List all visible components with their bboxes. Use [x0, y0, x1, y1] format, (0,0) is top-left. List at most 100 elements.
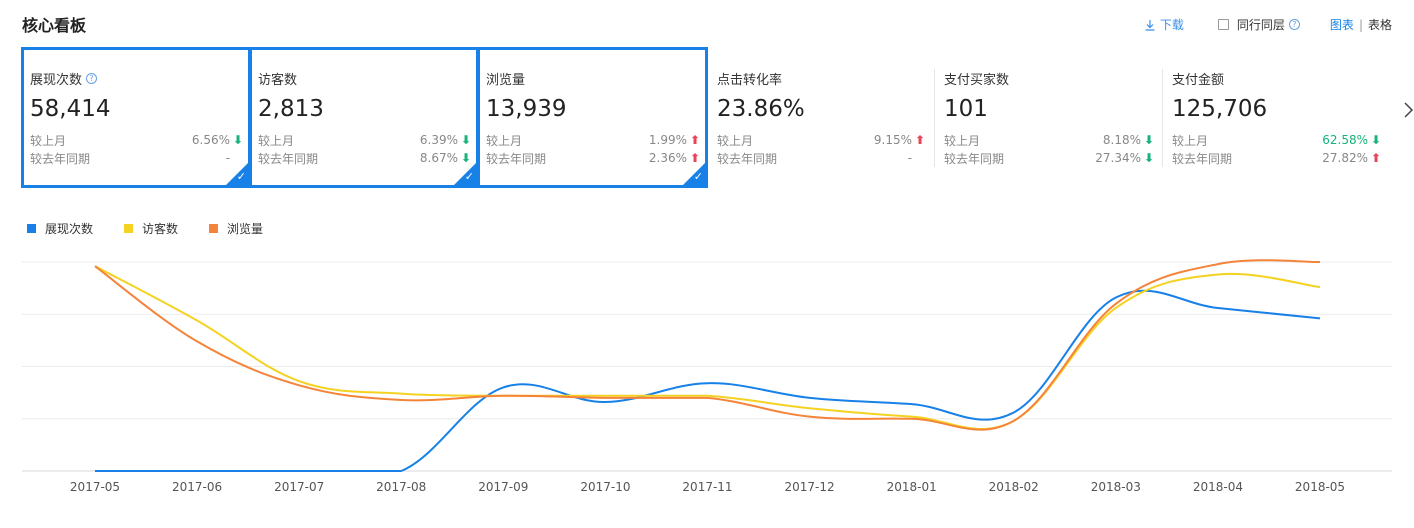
legend-item-visitors[interactable]: 访客数 [124, 220, 178, 237]
metric-value: 101 [944, 96, 988, 122]
x-tick-label: 2017-11 [682, 480, 732, 494]
arrow-down-icon: ⬇ [1144, 151, 1155, 165]
peer-toggle[interactable]: 同行同层 ? [1217, 16, 1300, 33]
compare-year-pct: 8.67% [419, 151, 458, 165]
metric-name-row: 浏览量 [486, 69, 700, 88]
compare-month-row: 较上月 62.58% ⬇ [1172, 132, 1381, 148]
chevron-right-icon[interactable] [1402, 101, 1414, 119]
metric-card-impressions[interactable]: 展现次数 ? 58,414 较上月 6.56% ⬇ 较去年同期 - ✓ [21, 47, 251, 188]
compare-year-row: 较去年同期 2.36% ⬆ [486, 150, 700, 166]
compare-month-row: 较上月 6.39% ⬇ [258, 132, 471, 148]
x-tick-label: 2017-07 [274, 480, 324, 494]
compare-month-row: 较上月 1.99% ⬆ [486, 132, 700, 148]
compare-year-pct: 27.34% [1095, 151, 1141, 165]
legend-item-impressions[interactable]: 展现次数 [27, 220, 93, 237]
card-divider [934, 69, 935, 167]
compare-year-value: - [908, 151, 925, 165]
x-tick-label: 2017-05 [70, 480, 120, 494]
selected-corner [683, 163, 705, 185]
compare-month-row: 较上月 8.18% ⬇ [944, 132, 1154, 148]
compare-year-pct: 2.36% [648, 151, 687, 165]
compare-month-pct: 6.39% [419, 133, 458, 147]
panel-header: 核心看板 下载 同行同层 ? 图表 | 表格 [22, 12, 1392, 38]
download-label: 下载 [1159, 18, 1184, 32]
selected-corner [226, 163, 248, 185]
legend-swatch [124, 224, 134, 233]
arrow-down-icon: ⬇ [461, 151, 472, 165]
compare-month-pct: 1.99% [648, 133, 687, 147]
metric-card-payment[interactable]: 支付金额 125,706 较上月 62.58% ⬇ 较去年同期 27.82% ⬆ [1163, 47, 1389, 188]
download-icon [1145, 19, 1155, 31]
compare-month-label: 较上月 [30, 133, 67, 148]
metric-value: 23.86% [717, 96, 805, 122]
compare-year-label: 较去年同期 [944, 151, 1005, 166]
x-tick-label: 2018-03 [1091, 480, 1141, 494]
header-toolbar: 下载 同行同层 ? 图表 | 表格 [1143, 16, 1392, 33]
metric-value: 58,414 [30, 96, 111, 122]
compare-year-pct: 27.82% [1322, 151, 1368, 165]
x-tick-label: 2017-09 [478, 480, 528, 494]
metric-name: 支付金额 [1172, 73, 1225, 88]
compare-month-value: 1.99% ⬆ [649, 133, 700, 147]
view-separator: | [1358, 17, 1363, 32]
metric-card-conversion[interactable]: 点击转化率 23.86% 较上月 9.15% ⬆ 较去年同期 - [708, 47, 933, 188]
compare-year-pct: - [907, 151, 912, 165]
panel-title: 核心看板 [22, 16, 87, 35]
view-chart-tab[interactable]: 图表 [1329, 18, 1354, 32]
card-divider [1162, 69, 1163, 167]
compare-year-label: 较去年同期 [717, 151, 778, 166]
chart-legend: 展现次数 访客数 浏览量 [27, 220, 294, 237]
metric-name-row: 访客数 [258, 69, 471, 88]
x-tick-label: 2018-01 [887, 480, 937, 494]
arrow-up-icon: ⬆ [690, 133, 701, 147]
x-tick-label: 2017-12 [785, 480, 835, 494]
compare-year-value: 8.67% ⬇ [420, 151, 471, 165]
legend-label: 访客数 [142, 222, 179, 236]
compare-month-row: 较上月 9.15% ⬆ [717, 132, 925, 148]
legend-item-pageviews[interactable]: 浏览量 [209, 220, 263, 237]
x-tick-label: 2018-05 [1295, 480, 1345, 494]
compare-month-value: 6.39% ⬇ [420, 133, 471, 147]
metric-card-buyers[interactable]: 支付买家数 101 较上月 8.18% ⬇ 较去年同期 27.34% ⬇ [935, 47, 1162, 188]
x-tick-label: 2018-04 [1193, 480, 1243, 494]
peer-checkbox[interactable] [1217, 19, 1229, 30]
compare-year-label: 较去年同期 [486, 151, 547, 166]
compare-year-value: 27.34% ⬇ [1095, 151, 1154, 165]
compare-year-label: 较去年同期 [30, 151, 91, 166]
compare-month-pct: 9.15% [873, 133, 912, 147]
help-icon[interactable]: ? [1288, 19, 1300, 30]
series-line-2 [94, 259, 1321, 431]
legend-swatch [27, 224, 36, 233]
view-table-tab[interactable]: 表格 [1367, 18, 1392, 32]
check-icon: ✓ [693, 170, 703, 183]
compare-month-pct: 8.18% [1102, 133, 1141, 147]
compare-month-pct: 6.56% [191, 133, 230, 147]
compare-month-label: 较上月 [1172, 133, 1209, 148]
series-line-0 [95, 289, 1321, 472]
compare-year-row: 较去年同期 - [717, 150, 925, 166]
compare-year-row: 较去年同期 27.34% ⬇ [944, 150, 1154, 166]
metric-name: 点击转化率 [717, 73, 783, 88]
compare-month-pct: 62.58% [1322, 133, 1368, 147]
metric-card-pageviews[interactable]: 浏览量 13,939 较上月 1.99% ⬆ 较去年同期 2.36% ⬆ ✓ [477, 47, 708, 188]
metric-name-row: 支付金额 [1172, 69, 1381, 88]
help-icon[interactable]: ? [86, 73, 98, 84]
compare-month-label: 较上月 [486, 133, 523, 148]
metric-name-row: 展现次数 ? [30, 69, 243, 88]
metric-name: 浏览量 [486, 73, 526, 88]
compare-month-value: 6.56% ⬇ [192, 133, 243, 147]
check-icon: ✓ [464, 170, 474, 183]
x-tick-label: 2017-08 [376, 480, 426, 494]
compare-year-label: 较去年同期 [1172, 151, 1233, 166]
metric-name: 访客数 [258, 73, 298, 88]
compare-month-row: 较上月 6.56% ⬇ [30, 132, 243, 148]
compare-year-value: - [226, 151, 243, 165]
download-button[interactable]: 下载 [1143, 16, 1184, 33]
compare-month-value: 9.15% ⬆ [874, 133, 925, 147]
metric-cards: 展现次数 ? 58,414 较上月 6.56% ⬇ 较去年同期 - ✓ 访客数 2… [21, 47, 1391, 188]
compare-year-pct: - [225, 151, 230, 165]
x-tick-label: 2018-02 [989, 480, 1039, 494]
arrow-down-icon: ⬇ [1144, 133, 1155, 147]
arrow-down-icon: ⬇ [1371, 133, 1382, 147]
